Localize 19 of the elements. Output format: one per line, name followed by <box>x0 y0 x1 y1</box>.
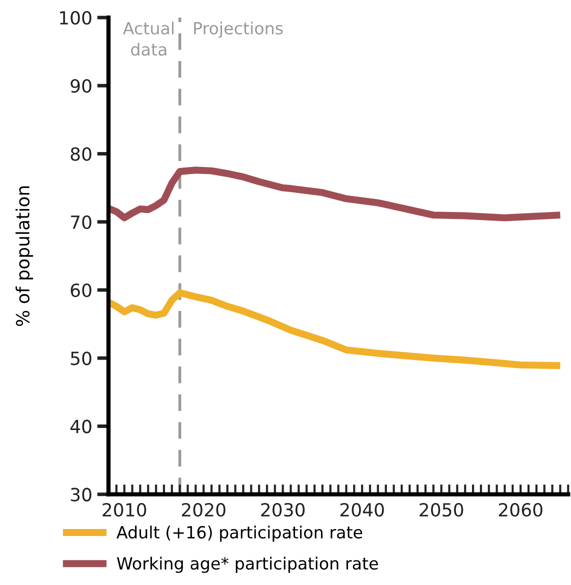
legend-label: Working age* participation rate <box>116 556 378 573</box>
y-tick-label: 70 <box>71 215 92 229</box>
y-tick-label: 90 <box>70 79 92 93</box>
x-tick-label: 2060 <box>498 502 542 517</box>
x-tick-label: 2010 <box>102 502 146 517</box>
y-tick-label: 30 <box>70 488 92 502</box>
x-tick-label: 2020 <box>182 502 226 517</box>
y-axis-title: % of population <box>16 186 34 326</box>
legend-label: Adult (+16) participation rate <box>116 526 362 542</box>
annotation: Projections <box>194 22 283 38</box>
y-tick-label: 80 <box>70 147 92 161</box>
y-tick-label: 40 <box>70 420 92 434</box>
annotation: Actual data <box>122 22 174 56</box>
x-tick-label: 2040 <box>340 502 384 517</box>
x-tick-label: 2050 <box>420 502 464 517</box>
y-tick-label: 60 <box>70 283 92 298</box>
y-tick-label: 100 <box>60 11 92 25</box>
x-tick-label: 2030 <box>261 502 305 517</box>
y-tick-label: 50 <box>70 352 92 366</box>
